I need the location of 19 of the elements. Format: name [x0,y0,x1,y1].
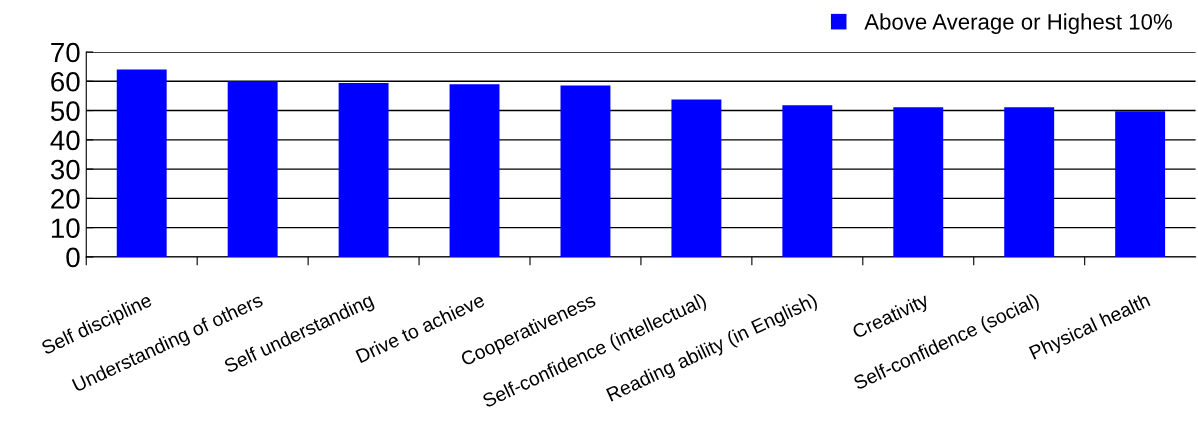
bar [227,81,278,257]
bar [782,105,833,257]
bar [449,84,500,257]
y-tick-label: 40 [50,130,80,151]
y-tick-label: 0 [66,247,80,268]
y-tick-label: 50 [50,101,80,121]
y-tick-label: 60 [51,71,80,92]
bar [1115,111,1166,257]
y-tick-label: 70 [51,42,80,63]
bar [893,107,944,257]
bar [560,85,611,257]
bar [116,69,167,257]
legend-label: Above Average or Highest 10% [864,13,1172,35]
y-tick-label: 30 [50,159,80,180]
bar [338,83,389,257]
y-tick-label: 20 [51,189,80,209]
bar [671,99,722,257]
bar [1004,107,1055,257]
y-tick-label: 10 [51,218,80,239]
